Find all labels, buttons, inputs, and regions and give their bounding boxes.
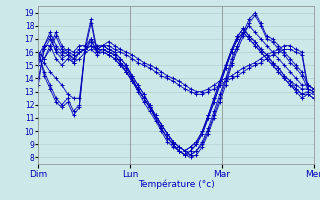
X-axis label: Température (°c): Température (°c) [138, 180, 214, 189]
